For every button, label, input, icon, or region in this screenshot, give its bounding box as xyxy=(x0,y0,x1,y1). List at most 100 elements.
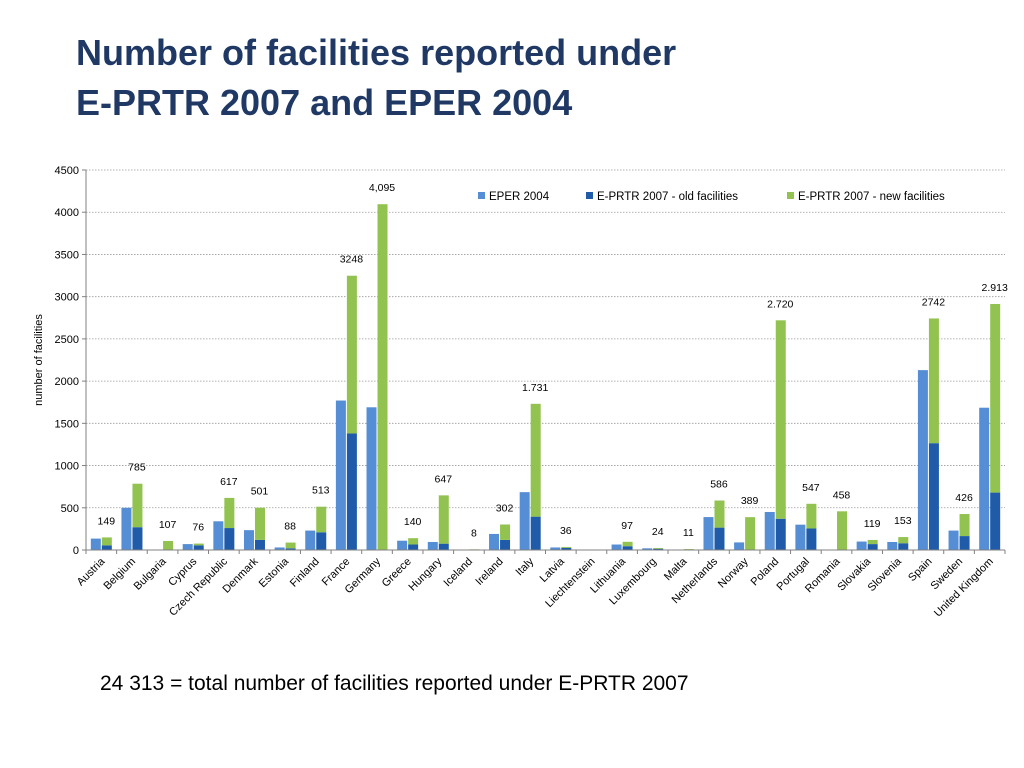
bars xyxy=(90,204,1001,550)
total-data-label: 785 xyxy=(128,462,146,474)
x-tick-label: Belgium xyxy=(101,556,138,593)
bar-eper-2004-austria xyxy=(90,538,101,550)
total-data-label: 501 xyxy=(251,486,269,498)
bar-eprtr-new-france xyxy=(346,275,357,434)
bar-eprtr-new-austria xyxy=(101,537,112,546)
bar-eper-2004-sweden xyxy=(948,530,959,550)
bar-eprtr-new-czech-republic xyxy=(224,497,235,529)
bar-eprtr-new-hungary xyxy=(438,495,449,544)
bar-eprtr-old-belgium xyxy=(132,527,143,550)
bar-eprtr-new-norway xyxy=(745,517,756,550)
bar-eprtr-old-cyprus xyxy=(193,545,204,550)
bar-eper-2004-germany xyxy=(366,407,377,550)
total-data-label: 76 xyxy=(192,522,204,534)
total-data-label: 119 xyxy=(864,518,881,530)
bar-eper-2004-estonia xyxy=(274,547,285,550)
bar-eprtr-new-belgium xyxy=(132,483,143,528)
bar-eper-2004-belgium xyxy=(121,507,132,550)
legend-swatch xyxy=(586,192,593,199)
total-data-label: 88 xyxy=(284,521,296,533)
bar-eprtr-new-lithuania xyxy=(622,541,633,547)
bar-eprtr-new-portugal xyxy=(806,503,817,529)
bar-eprtr-old-hungary xyxy=(438,543,449,550)
total-data-label: 2742 xyxy=(922,296,946,308)
bar-eprtr-new-sweden xyxy=(959,514,970,537)
legend-label: E-PRTR 2007 - old facilities xyxy=(597,191,738,203)
total-data-label: 11 xyxy=(683,527,694,539)
bar-eprtr-new-slovenia xyxy=(898,537,909,544)
y-tick-label: 1500 xyxy=(55,418,79,430)
total-data-label: 586 xyxy=(710,479,728,491)
x-tick-label: Bulgaria xyxy=(132,555,170,593)
bar-eprtr-new-cyprus xyxy=(193,543,204,546)
x-tick-label: Slovenia xyxy=(866,555,905,594)
x-tick-label: Malta xyxy=(662,555,690,583)
total-data-label: 2.913 xyxy=(982,282,1008,294)
bar-eper-2004-luxembourg xyxy=(642,548,653,550)
total-data-label: 547 xyxy=(802,482,820,494)
bar-eper-2004-finland xyxy=(305,530,316,550)
bar-eper-2004-italy xyxy=(519,492,530,550)
legend-label: E-PRTR 2007 - new facilities xyxy=(798,191,945,203)
y-tick-label: 500 xyxy=(61,503,79,515)
bar-eprtr-new-spain xyxy=(928,318,939,444)
bar-eper-2004-lithuania xyxy=(611,544,622,550)
y-tick-label: 4500 xyxy=(55,165,79,177)
bar-eprtr-old-greece xyxy=(408,544,419,550)
x-tick-label: Norway xyxy=(716,555,751,590)
bar-eper-2004-norway xyxy=(734,542,745,550)
total-data-label: 3248 xyxy=(340,254,364,266)
bar-eprtr-new-italy xyxy=(530,403,541,517)
x-tick-label: Italy xyxy=(514,555,537,578)
y-tick-label: 2500 xyxy=(55,334,79,346)
bar-eprtr-new-united-kingdom xyxy=(990,304,1001,493)
bar-eprtr-new-ireland xyxy=(500,524,511,540)
bar-eper-2004-slovakia xyxy=(856,541,867,550)
legend-swatch xyxy=(478,192,485,199)
total-data-label: 36 xyxy=(560,525,572,537)
legend: EPER 2004 E-PRTR 2007 - old facilities E-P… xyxy=(478,191,945,203)
y-axis-label: number of facilities xyxy=(33,314,45,406)
bar-eper-2004-hungary xyxy=(427,541,438,550)
slide-title: Number of facilities reported under E-PR… xyxy=(76,28,676,128)
bar-eper-2004-greece xyxy=(397,540,408,550)
bar-eprtr-new-latvia xyxy=(561,546,572,548)
total-data-label: 513 xyxy=(312,485,330,497)
bar-eper-2004-czech-republic xyxy=(213,521,224,550)
total-data-label: 617 xyxy=(220,476,238,488)
bar-eprtr-old-netherlands xyxy=(714,527,725,550)
bar-eper-2004-france xyxy=(335,400,346,550)
y-tick-label: 0 xyxy=(73,545,79,557)
gridlines xyxy=(86,169,1005,509)
bar-eper-2004-ireland xyxy=(489,533,500,550)
y-tick-label: 3000 xyxy=(55,292,79,304)
total-data-label: 97 xyxy=(621,520,633,532)
bar-eprtr-new-poland xyxy=(775,320,786,519)
bar-eprtr-new-germany xyxy=(377,204,388,550)
total-data-label: 140 xyxy=(404,516,422,528)
bar-eper-2004-slovenia xyxy=(887,541,898,550)
bar-eprtr-old-slovenia xyxy=(898,543,909,550)
bar-eprtr-new-denmark xyxy=(254,507,265,540)
bar-eprtr-old-lithuania xyxy=(622,546,633,550)
y-tick-label: 1000 xyxy=(55,461,79,473)
facilities-bar-chart: 050010001500200025003000350040004500Aust… xyxy=(33,165,1008,619)
total-data-label: 1.731 xyxy=(522,382,548,394)
bar-eper-2004-spain xyxy=(917,370,928,550)
bar-eper-2004-portugal xyxy=(795,524,806,550)
bar-eprtr-new-netherlands xyxy=(714,500,725,528)
y-tick-label: 4000 xyxy=(55,207,79,219)
bar-eprtr-old-denmark xyxy=(254,539,265,550)
x-tick-label: Hungary xyxy=(407,555,445,593)
bar-eprtr-new-finland xyxy=(316,506,327,533)
bar-eprtr-old-estonia xyxy=(285,548,296,550)
bar-eprtr-old-sweden xyxy=(959,536,970,550)
total-data-label: 458 xyxy=(833,489,851,501)
total-data-label: 389 xyxy=(741,495,759,507)
bar-eprtr-old-italy xyxy=(530,516,541,550)
x-tick-label: Estonia xyxy=(257,555,292,590)
bar-eprtr-old-ireland xyxy=(500,539,511,550)
legend-swatch xyxy=(787,192,794,199)
bar-eper-2004-united-kingdom xyxy=(979,407,990,550)
total-data-label: 426 xyxy=(955,492,973,504)
